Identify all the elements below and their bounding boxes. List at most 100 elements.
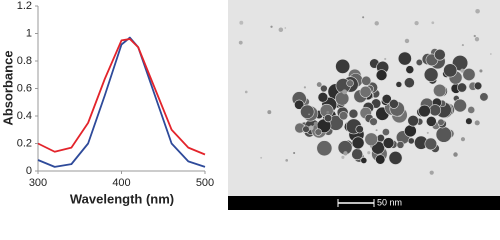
y-axis-title: Absorbance [0,50,15,125]
x-tick-label: 500 [196,177,214,189]
particle [465,117,473,125]
particle [351,136,365,150]
y-tick-label: 0 [26,165,32,177]
small-particle [370,144,373,148]
small-particle [429,170,434,175]
particle [317,92,329,103]
small-particle [414,21,419,26]
scale-bar-label: 50 nm [377,197,402,207]
particle [405,65,415,74]
small-particle [474,37,480,42]
small-particle [278,27,284,32]
small-particle [474,120,480,126]
particle [403,77,415,89]
small-particle [293,151,296,155]
small-particle [284,27,287,29]
particle [479,92,489,102]
particle [360,157,368,164]
particle [361,75,372,86]
small-particle [461,44,464,47]
particle [395,81,403,88]
particle [433,83,447,98]
small-particle [285,159,289,162]
particle [453,98,467,113]
particle [320,84,328,93]
small-particle [270,25,273,28]
tem-image [228,0,500,210]
small-particle [343,151,348,156]
small-particle [238,40,243,45]
particle [457,82,467,93]
particle [437,118,445,126]
particle [359,85,372,98]
particle [418,104,431,118]
small-particle [404,38,410,44]
small-particle [239,20,244,25]
y-tick-label: 0.6 [17,82,32,94]
small-particle [473,34,476,38]
particle [381,94,392,104]
particle [473,81,483,91]
particle [424,137,438,151]
small-particle [342,89,348,95]
small-particle [244,90,248,94]
particle [294,99,305,110]
particle [338,111,349,121]
particle [335,91,350,106]
small-particle [374,21,379,26]
particle [314,128,323,136]
particle [423,67,439,82]
small-particle [489,53,492,55]
particle [389,99,399,109]
particle [348,108,359,119]
small-particle [431,21,435,25]
small-particle [479,69,483,73]
small-particle [367,151,371,155]
particle [434,48,446,61]
y-tick-label: 0.8 [17,55,32,67]
particle [407,115,419,127]
line-series [37,38,206,156]
particle [404,124,417,138]
small-particle [308,125,314,131]
particle [396,140,405,149]
line-series [37,36,206,168]
particle [364,132,378,147]
small-particle [460,68,465,73]
particle [435,126,452,143]
particle [407,137,415,145]
particle [335,58,351,74]
particle [425,115,437,127]
particle [351,148,364,161]
small-particle [362,16,365,19]
y-tick-label: 1 [26,27,32,39]
x-tick-label: 300 [29,177,47,189]
particle [375,154,386,165]
particle [462,67,476,81]
small-particle [260,156,263,159]
small-particle [326,110,330,114]
small-particle [313,121,318,126]
small-particle [475,8,480,14]
small-particle [384,57,387,61]
particle [429,104,442,117]
particle [381,128,390,137]
small-particle [341,155,345,159]
particle [302,125,310,133]
small-particle [303,86,307,89]
small-particle [308,113,310,116]
particle [415,58,423,67]
x-tick-label: 400 [112,177,130,189]
particle [443,63,458,78]
particle [388,151,403,165]
y-tick-label: 1.2 [17,0,32,12]
figure: Wavelength (nm) Absorbance 50 nm 0 0.2 0.4 0… [0,0,500,210]
particle [346,79,354,87]
small-particle [316,82,322,87]
small-particle [375,129,378,132]
y-tick-label: 0.4 [17,110,32,122]
particle [300,104,315,119]
small-particle [426,131,429,134]
y-tick-label: 0.2 [17,137,32,149]
page: Wavelength (nm) Absorbance 50 nm 0 0.2 0.4 0… [0,0,500,210]
